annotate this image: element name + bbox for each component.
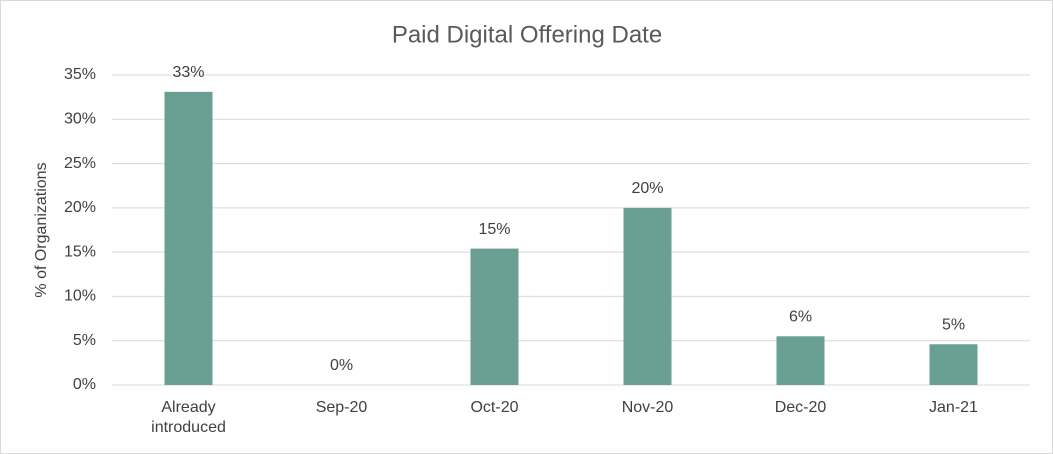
data-label: 20%	[631, 180, 663, 197]
y-tick-label: 5%	[73, 332, 96, 349]
y-tick-label: 35%	[64, 66, 96, 83]
x-tick-label: Already introduced	[151, 399, 226, 436]
bar	[929, 344, 978, 385]
bar	[470, 248, 519, 385]
x-tick-label: Sep-20	[315, 399, 368, 416]
y-tick-label: 15%	[64, 243, 96, 260]
y-tick-label: 0%	[73, 376, 96, 393]
data-label: 33%	[172, 64, 204, 81]
y-tick-label: 10%	[64, 288, 96, 305]
data-label: 0%	[330, 357, 353, 374]
y-tick-label: 25%	[64, 155, 96, 172]
bar	[623, 207, 672, 385]
x-tick-label: Oct-20	[470, 399, 519, 416]
data-label: 15%	[478, 221, 510, 238]
bar	[776, 336, 825, 385]
data-label: 6%	[789, 309, 812, 326]
x-tick-label: Dec-20	[774, 399, 827, 416]
bar	[164, 91, 213, 385]
y-tick-label: 20%	[64, 199, 96, 216]
x-tick-label: Jan-21	[929, 399, 978, 416]
y-axis-label: % of Organizations	[33, 162, 50, 297]
y-tick-label: 30%	[64, 111, 96, 128]
x-tick-label: Nov-20	[621, 399, 674, 416]
data-label: 5%	[942, 316, 965, 333]
chart-title: Paid Digital Offering Date	[392, 21, 662, 48]
